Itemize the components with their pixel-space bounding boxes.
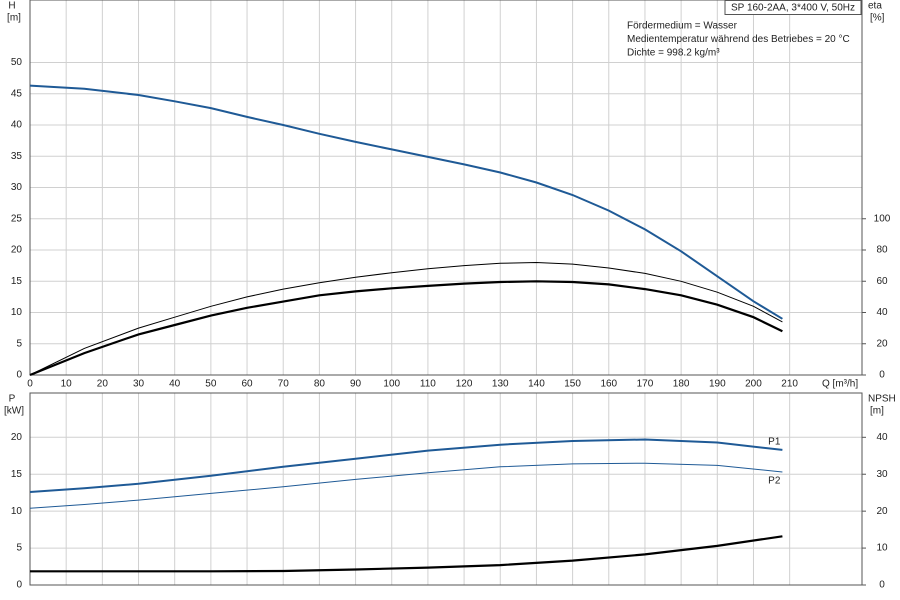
y-tick-label: 0	[16, 370, 22, 381]
y2-tick-label: 20	[876, 338, 888, 349]
y-tick-label: 0	[16, 580, 22, 591]
note: Dichte = 998.2 kg/m³	[627, 48, 720, 59]
x-tick-label: 70	[278, 379, 290, 390]
y2-tick-label: 40	[876, 307, 888, 318]
series-label: P2	[768, 476, 781, 487]
y-tick-label: 45	[11, 88, 23, 99]
x-tick-label: 10	[61, 379, 73, 390]
note: Medientemperatur während des Betriebes =…	[627, 34, 850, 45]
x-tick-label: 160	[600, 379, 617, 390]
y-tick-label: 5	[16, 338, 22, 349]
y2-tick-label: 0	[879, 370, 885, 381]
y-tick-label: 15	[11, 469, 23, 480]
x-tick-label: 210	[781, 379, 798, 390]
x-tick-label: 150	[564, 379, 581, 390]
y-axis-unit: [m]	[7, 13, 21, 24]
x-tick-label: 130	[492, 379, 509, 390]
y-tick-label: 40	[11, 120, 23, 131]
y-axis-label: P	[9, 394, 16, 405]
y-tick-label: 10	[11, 506, 23, 517]
series-label: P1	[768, 437, 781, 448]
data-line	[29, 438, 783, 493]
y2-tick-label: 30	[876, 469, 888, 480]
y2-axis-label: NPSH	[868, 394, 896, 405]
note: Fördermedium = Wasser	[627, 21, 738, 32]
data-line	[29, 462, 783, 509]
y-tick-label: 30	[11, 182, 23, 193]
y-axis-label: H	[8, 1, 15, 12]
y2-tick-label: 0	[879, 580, 885, 591]
plot-frame	[29, 0, 863, 376]
x-tick-label: 180	[673, 379, 690, 390]
x-tick-label: 60	[241, 379, 253, 390]
plot-frame	[29, 392, 863, 586]
y2-tick-label: 40	[876, 432, 888, 443]
y-tick-label: 25	[11, 213, 23, 224]
x-tick-label: 120	[456, 379, 473, 390]
y-axis-unit: [kW]	[4, 406, 24, 417]
y2-tick-label: 80	[876, 245, 888, 256]
y2-axis-unit: [%]	[870, 13, 885, 24]
data-line	[30, 535, 783, 573]
y-tick-label: 35	[11, 151, 23, 162]
x-tick-label: 80	[314, 379, 326, 390]
chart-title: SP 160-2AA, 3*400 V, 50Hz	[731, 3, 855, 14]
x-tick-label: 90	[350, 379, 362, 390]
x-tick-label: 110	[420, 379, 436, 390]
x-tick-label: 0	[27, 379, 33, 390]
x-axis-label: Q [m³/h]	[822, 379, 858, 390]
x-tick-label: 20	[97, 379, 109, 390]
y2-tick-label: 60	[876, 276, 888, 287]
x-tick-label: 200	[745, 379, 762, 390]
x-tick-label: 100	[383, 379, 400, 390]
y-tick-label: 5	[16, 543, 22, 554]
data-line	[29, 261, 783, 376]
y2-tick-label: 10	[876, 543, 888, 554]
x-tick-label: 170	[637, 379, 654, 390]
y2-axis-unit: [m]	[870, 406, 884, 417]
x-tick-label: 40	[169, 379, 181, 390]
data-line	[29, 84, 783, 320]
y-tick-label: 50	[11, 57, 23, 68]
x-tick-label: 30	[133, 379, 145, 390]
y2-tick-label: 100	[874, 213, 891, 224]
x-tick-label: 50	[205, 379, 217, 390]
y2-tick-label: 20	[876, 506, 888, 517]
title-box	[724, 0, 862, 15]
x-tick-label: 190	[709, 379, 726, 390]
data-line	[29, 280, 783, 377]
y-tick-label: 15	[11, 276, 23, 287]
y-tick-label: 10	[11, 307, 23, 318]
x-tick-label: 140	[528, 379, 545, 390]
y-tick-label: 20	[11, 432, 23, 443]
y2-axis-label: eta	[868, 1, 882, 12]
y-tick-label: 20	[11, 245, 23, 256]
